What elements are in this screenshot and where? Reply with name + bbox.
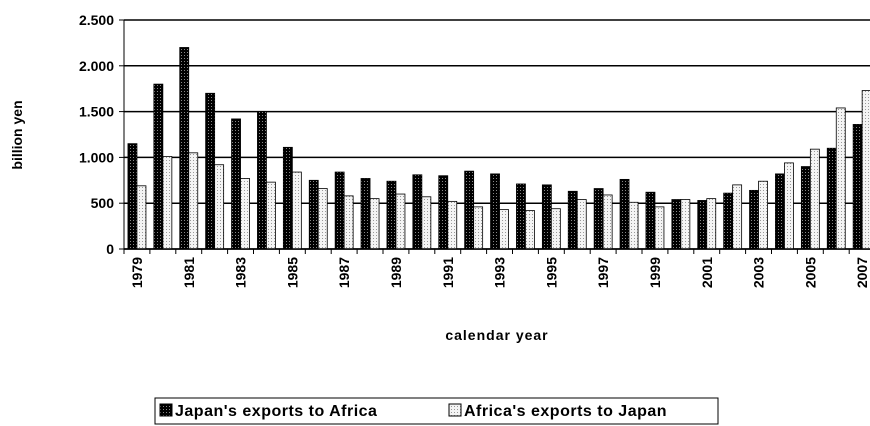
x-tick-label: 1997 xyxy=(595,257,611,288)
bar xyxy=(266,181,276,250)
bar xyxy=(567,190,578,250)
bar xyxy=(490,173,500,250)
bar xyxy=(697,200,708,250)
x-tick-label: 1981 xyxy=(181,257,197,288)
bar xyxy=(317,188,328,250)
x-tick-label: 2005 xyxy=(802,257,818,288)
x-tick-label: 2003 xyxy=(751,257,767,288)
bar xyxy=(852,124,863,250)
bar xyxy=(291,171,302,250)
bar xyxy=(809,148,820,250)
bar xyxy=(784,162,794,250)
legend-swatch xyxy=(159,403,173,417)
y-tick-label: 2.000 xyxy=(79,58,114,74)
bar xyxy=(775,173,785,250)
bar xyxy=(706,198,717,250)
bar xyxy=(723,192,734,250)
bar xyxy=(386,180,397,250)
bar xyxy=(153,83,164,250)
bar xyxy=(645,191,656,250)
x-tick-label: 2001 xyxy=(699,257,715,288)
bar xyxy=(360,178,371,250)
bar xyxy=(308,179,319,250)
bar xyxy=(758,180,768,250)
bar xyxy=(628,201,639,250)
x-tick-label: 2007 xyxy=(854,257,870,288)
bar xyxy=(282,146,293,250)
bar xyxy=(127,143,138,250)
bar xyxy=(654,206,665,250)
bar xyxy=(369,198,380,250)
bar xyxy=(412,174,423,250)
bar xyxy=(447,200,458,250)
y-tick-label: 500 xyxy=(91,195,115,211)
bar xyxy=(576,199,587,250)
bar xyxy=(240,178,250,250)
y-tick-label: 0 xyxy=(106,241,114,257)
y-tick-label: 1.500 xyxy=(79,104,114,120)
bar xyxy=(343,195,354,250)
bar xyxy=(464,170,475,250)
bar xyxy=(205,92,216,250)
bar xyxy=(732,184,743,250)
x-tick-label: 1979 xyxy=(129,257,145,288)
bar xyxy=(541,184,552,250)
bar xyxy=(835,107,846,250)
bar xyxy=(395,193,406,250)
bar xyxy=(162,156,173,250)
bar xyxy=(619,178,630,250)
bar xyxy=(438,175,449,250)
bar xyxy=(680,199,691,250)
x-tick-label: 1995 xyxy=(543,257,559,288)
bar xyxy=(861,90,870,250)
bar xyxy=(473,206,484,250)
x-tick-label: 1985 xyxy=(284,257,300,288)
bar xyxy=(136,185,147,250)
bar xyxy=(257,111,267,250)
bar xyxy=(800,166,811,250)
bar xyxy=(671,199,682,250)
x-tick-label: 1987 xyxy=(336,257,352,288)
bar xyxy=(334,171,345,250)
x-tick-label: 1999 xyxy=(647,257,663,288)
bar xyxy=(550,208,561,250)
bar xyxy=(231,118,241,250)
bar xyxy=(749,189,759,250)
bar xyxy=(593,188,604,250)
legend xyxy=(154,397,719,425)
x-tick-label: 1993 xyxy=(492,257,508,288)
legend-label: Africa's exports to Japan xyxy=(464,403,667,420)
x-tick-label: 1989 xyxy=(388,257,404,288)
y-tick-label: 2.500 xyxy=(79,12,114,28)
bar xyxy=(525,210,535,250)
bar xyxy=(214,164,225,250)
x-tick-label: 1983 xyxy=(233,257,249,288)
bar xyxy=(499,209,509,250)
bar xyxy=(826,147,837,250)
legend-label: Japan's exports to Africa xyxy=(175,403,377,420)
legend-swatch xyxy=(448,403,462,417)
bar xyxy=(179,47,190,250)
bar xyxy=(188,152,199,250)
x-axis-label: calendar year xyxy=(445,327,548,343)
bar xyxy=(602,194,613,250)
bar xyxy=(421,196,432,250)
bar xyxy=(516,183,526,250)
x-tick-label: 1991 xyxy=(440,257,456,288)
y-tick-label: 1.000 xyxy=(79,149,114,165)
y-axis-label: billion yen xyxy=(9,100,25,169)
